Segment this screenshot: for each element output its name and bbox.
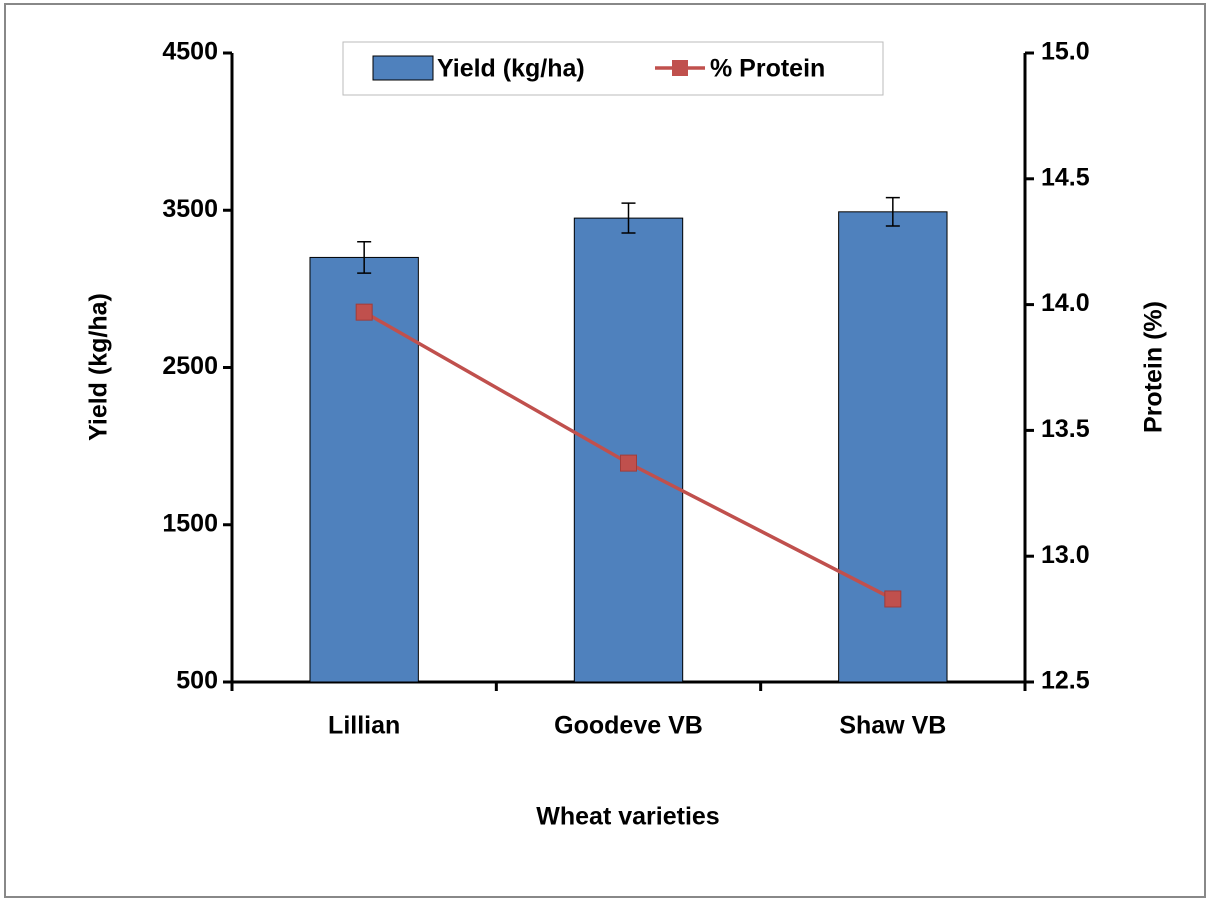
legend-label: Yield (kg/ha) <box>437 55 585 83</box>
y-tick-label: 1500 <box>162 509 218 537</box>
y2-tick-label: 15.0 <box>1041 38 1090 66</box>
y2-tick-label: 14.5 <box>1041 163 1090 191</box>
y2-tick-label: 14.0 <box>1041 289 1090 317</box>
x-tick-label: Goodeve VB <box>554 712 703 740</box>
y-tick-label: 3500 <box>162 195 218 223</box>
bar <box>838 211 948 683</box>
legend-swatch <box>372 55 434 81</box>
y2-tick-label: 13.5 <box>1041 415 1090 443</box>
y-axis-title: Yield (kg/ha) <box>85 293 113 441</box>
marker <box>884 590 902 608</box>
x-axis-title: Wheat varieties <box>536 803 719 831</box>
error-bar <box>357 240 372 274</box>
y2-tick-label: 12.5 <box>1041 667 1090 695</box>
y-tick-label: 4500 <box>162 38 218 66</box>
error-bar <box>621 202 636 234</box>
x-tick-label: Lillian <box>328 712 400 740</box>
marker <box>620 454 637 472</box>
y-tick-label: 500 <box>176 667 218 695</box>
y2-tick-label: 13.0 <box>1041 541 1090 569</box>
y2-axis-title: Protein (%) <box>1140 301 1168 433</box>
marker <box>355 303 373 321</box>
y-tick-label: 2500 <box>162 352 218 380</box>
legend-label: % Protein <box>710 55 825 83</box>
legend-marker <box>672 60 688 76</box>
bar <box>309 256 419 683</box>
x-tick-label: Shaw VB <box>839 712 946 740</box>
bar <box>573 217 684 683</box>
error-bar <box>885 196 900 227</box>
